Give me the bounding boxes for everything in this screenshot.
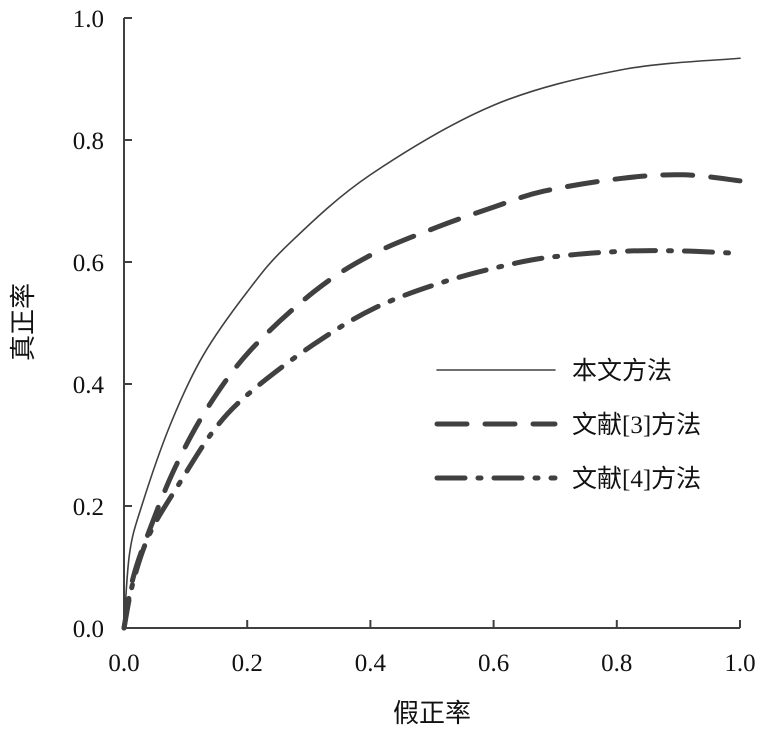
x-tick-label: 0.6 <box>478 650 509 677</box>
legend-label-1: 文献[3]方法 <box>572 411 701 439</box>
x-axis-label: 假正率 <box>393 699 471 728</box>
axes <box>123 17 741 629</box>
legend: 本文方法 文献[3]方法 文献[4]方法 <box>434 357 701 493</box>
y-tick-label: 0.8 <box>73 128 104 155</box>
legend-label-2: 文献[4]方法 <box>572 465 701 493</box>
series-group <box>121 57 743 631</box>
series-line-solid <box>123 57 741 629</box>
y-tick-label: 0.6 <box>73 250 104 277</box>
x-tick-label: 0.0 <box>108 650 139 677</box>
x-tick-label: 0.2 <box>232 650 263 677</box>
x-tick-label: 0.8 <box>601 650 632 677</box>
y-tick-label: 1.0 <box>73 6 104 33</box>
y-tick-label: 0.0 <box>73 616 104 643</box>
series-line-dashed <box>121 172 743 631</box>
y-tick-label: 0.4 <box>73 372 105 399</box>
y-tick-labels: 0.0 0.2 0.4 0.6 0.8 1.0 <box>73 6 105 643</box>
x-tick-label: 1.0 <box>724 650 755 677</box>
x-tick-label: 0.4 <box>355 650 387 677</box>
x-tick-labels: 0.0 0.2 0.4 0.6 0.8 1.0 <box>108 650 755 677</box>
y-tick-label: 0.2 <box>73 494 104 521</box>
y-axis-label: 真正率 <box>9 283 38 361</box>
series-line-dash-dot <box>121 248 743 631</box>
legend-label-0: 本文方法 <box>572 357 672 385</box>
